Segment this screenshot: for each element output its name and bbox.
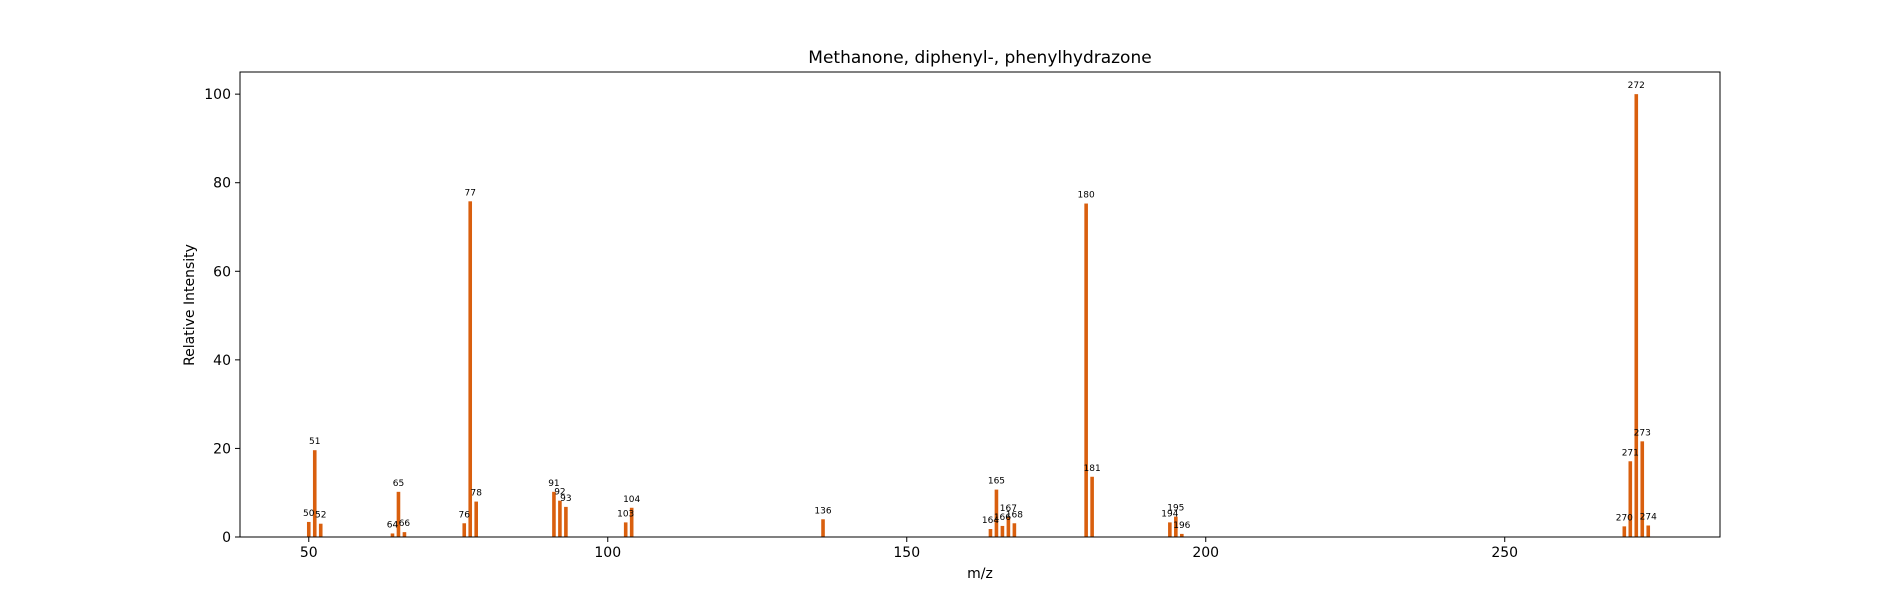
x-tick-label: 200 — [1192, 545, 1219, 561]
y-tick-label: 60 — [213, 264, 231, 280]
bars-layer — [306, 94, 1651, 537]
peak-bar — [564, 506, 568, 537]
peak-bar — [312, 450, 317, 537]
y-tick-label: 40 — [213, 353, 231, 369]
y-tick-label: 20 — [213, 441, 231, 457]
peak-bar — [306, 521, 311, 537]
peak-bar — [1634, 94, 1639, 537]
peak-label: 165 — [988, 477, 1005, 487]
peak-label: 194 — [1161, 509, 1178, 519]
peak-bar — [462, 523, 467, 537]
peak-bar — [318, 523, 323, 537]
y-axis: 0 20 40 60 80 100 — [204, 87, 240, 546]
peak-bar — [1084, 203, 1088, 537]
peak-label: 196 — [1173, 521, 1190, 531]
plot-frame — [239, 71, 1721, 538]
peak-label: 104 — [623, 495, 640, 505]
peak-bar — [474, 501, 478, 537]
peak-label: 195 — [1167, 504, 1184, 514]
peak-label: 103 — [617, 509, 634, 519]
peak-bar — [396, 491, 401, 537]
peak-label: 274 — [1640, 512, 1657, 522]
x-axis: 50 100 150 200 250 — [300, 537, 1518, 561]
peak-bar — [1628, 461, 1633, 537]
peak-label: 52 — [315, 511, 326, 521]
peak-bar — [552, 491, 556, 537]
peak-bar — [623, 522, 628, 537]
peak-bar — [1180, 533, 1184, 537]
peak-label: 66 — [399, 519, 411, 529]
peak-label: 273 — [1634, 428, 1651, 438]
peak-label: 78 — [470, 489, 482, 499]
peak-label: 272 — [1628, 81, 1645, 91]
peak-label: 271 — [1622, 448, 1639, 458]
peak-label: 166 — [994, 513, 1011, 523]
peak-bar — [1012, 523, 1017, 537]
peak-bar — [468, 201, 473, 537]
x-tick-label: 250 — [1491, 545, 1518, 561]
peak-label: 50 — [303, 509, 315, 519]
peak-label: 136 — [814, 506, 831, 516]
x-axis-title: m/z — [967, 566, 993, 582]
peak-label: 92 — [554, 488, 565, 498]
y-tick-label: 0 — [222, 530, 231, 546]
peak-label: 167 — [1000, 504, 1017, 514]
y-axis-title: Relative Intensity — [182, 244, 198, 366]
chart-title: Methanone, diphenyl-, phenylhydrazone — [808, 48, 1151, 68]
y-tick-label: 100 — [204, 87, 231, 103]
peak-bar — [1006, 517, 1011, 537]
peak-bar — [390, 533, 395, 537]
x-tick-label: 50 — [300, 545, 318, 561]
peak-label: 93 — [560, 494, 571, 504]
peak-bar — [1090, 476, 1094, 537]
peak-label: 64 — [387, 520, 399, 530]
peak-bar — [1646, 525, 1651, 537]
peak-bar — [1640, 441, 1645, 537]
peak-label: 76 — [459, 510, 471, 520]
peak-label: 164 — [982, 516, 999, 526]
peak-label: 270 — [1616, 513, 1633, 523]
peak-bar — [994, 489, 999, 537]
peak-label: 180 — [1078, 191, 1095, 201]
peak-bar — [402, 532, 407, 537]
peak-label: 181 — [1084, 464, 1101, 474]
peak-bar — [1622, 526, 1627, 537]
peak-label: 168 — [1006, 510, 1023, 520]
peak-bar — [1168, 522, 1172, 537]
peak-bar — [629, 507, 634, 537]
x-tick-label: 150 — [893, 545, 920, 561]
peak-label: 91 — [548, 479, 559, 489]
peak-label: 51 — [309, 437, 320, 447]
peak-label: 77 — [464, 188, 475, 198]
peak-bar — [821, 519, 825, 537]
peak-bar — [558, 500, 562, 537]
peak-bar — [1000, 525, 1005, 537]
peak-bar — [1174, 516, 1178, 537]
peak-label: 65 — [393, 479, 404, 489]
peak-bar — [988, 529, 993, 537]
x-tick-label: 100 — [594, 545, 621, 561]
y-tick-label: 80 — [213, 176, 231, 192]
